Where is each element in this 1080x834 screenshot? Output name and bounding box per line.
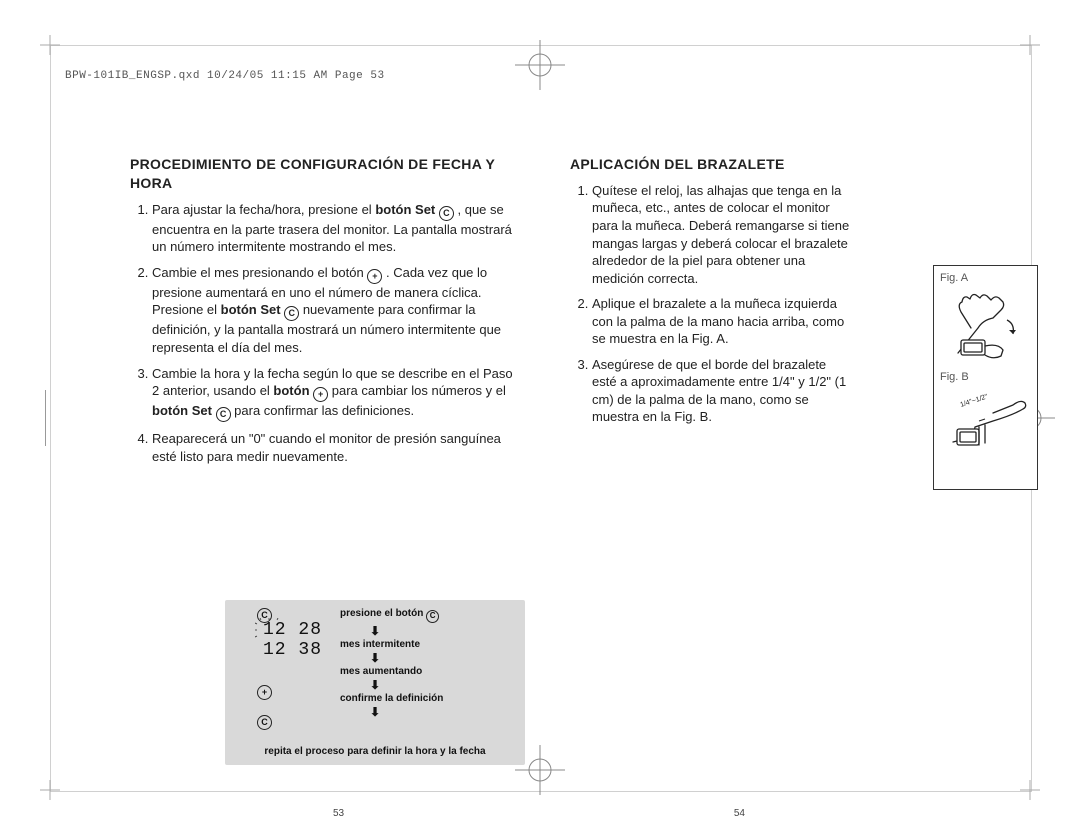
print-header: BPW-101IB_ENGSP.qxd 10/24/05 11:15 AM Pa… <box>65 70 385 82</box>
right-column: APLICACIÓN DEL BRAZALETE Quítese el relo… <box>570 155 850 473</box>
flow-footer: repita el proceso para definir la hora y… <box>237 746 513 757</box>
flow-icon-plus: + <box>257 685 272 700</box>
right-list: Quítese el reloj, las alhajas que tenga … <box>570 182 850 426</box>
corner-mark-tr <box>1020 35 1040 55</box>
left-title: PROCEDIMIENTO DE CONFIGURACIÓN DE FECHA … <box>130 155 520 193</box>
crop-left-bar <box>45 390 46 446</box>
figure-panel: Fig. A Fig. B 1/4"~1/2" <box>933 265 1038 490</box>
left-list: Para ajustar la fecha/hora, presione el … <box>130 201 520 465</box>
flow-arrow4: ⬇ <box>340 706 443 718</box>
lcd-line2: 12 38 <box>263 640 322 660</box>
fig-b-measurement: 1/4"~1/2" <box>959 393 989 409</box>
content: PROCEDIMIENTO DE CONFIGURACIÓN DE FECHA … <box>130 155 950 473</box>
right-item-1: Quítese el reloj, las alhajas que tenga … <box>592 182 850 287</box>
flow-arrow2: ⬇ <box>340 652 443 664</box>
flow-step3: mes aumentando <box>340 666 443 677</box>
left-item-4: Reaparecerá un "0" cuando el monitor de … <box>152 430 520 465</box>
corner-mark-br <box>1020 780 1040 800</box>
corner-mark-bl <box>40 780 60 800</box>
fig-a-svg <box>943 288 1028 363</box>
flow-arrow3: ⬇ <box>340 679 443 691</box>
left-item-2: Cambie el mes presionando el botón + . C… <box>152 264 520 357</box>
right-title: APLICACIÓN DEL BRAZALETE <box>570 155 850 174</box>
fig-a-label: Fig. A <box>940 272 1031 284</box>
crop-top-center <box>515 40 565 90</box>
right-item-2: Aplique el brazalete a la muñeca izquier… <box>592 295 850 348</box>
left-column: PROCEDIMIENTO DE CONFIGURACIÓN DE FECHA … <box>130 155 520 473</box>
page-number-53: 53 <box>333 808 344 819</box>
flow-step2: mes intermitente <box>340 639 443 650</box>
right-item-3: Asegúrese de que el borde del brazalete … <box>592 356 850 426</box>
page-number-54: 54 <box>734 808 745 819</box>
corner-mark-tl <box>40 35 60 55</box>
left-item-3: Cambie la hora y la fecha según lo que s… <box>152 365 520 423</box>
lcd-line1: 12 28 <box>263 620 322 640</box>
flow-step4: confirme la definición <box>340 693 443 704</box>
lcd-display: 12 28 12 38 <box>255 618 325 668</box>
left-item-1: Para ajustar la fecha/hora, presione el … <box>152 201 520 256</box>
flow-box: C 12 28 12 38 + C presione el botón C ⬇ … <box>225 600 525 765</box>
flow-steps: presione el botón C ⬇ mes intermitente ⬇… <box>340 608 443 720</box>
flow-step1: presione el botón C <box>340 608 443 623</box>
flow-arrow1: ⬇ <box>340 625 443 637</box>
flow-icon-clock2: C <box>257 715 272 730</box>
fig-b-svg: 1/4"~1/2" <box>943 387 1028 457</box>
fig-b-label: Fig. B <box>940 371 1031 383</box>
